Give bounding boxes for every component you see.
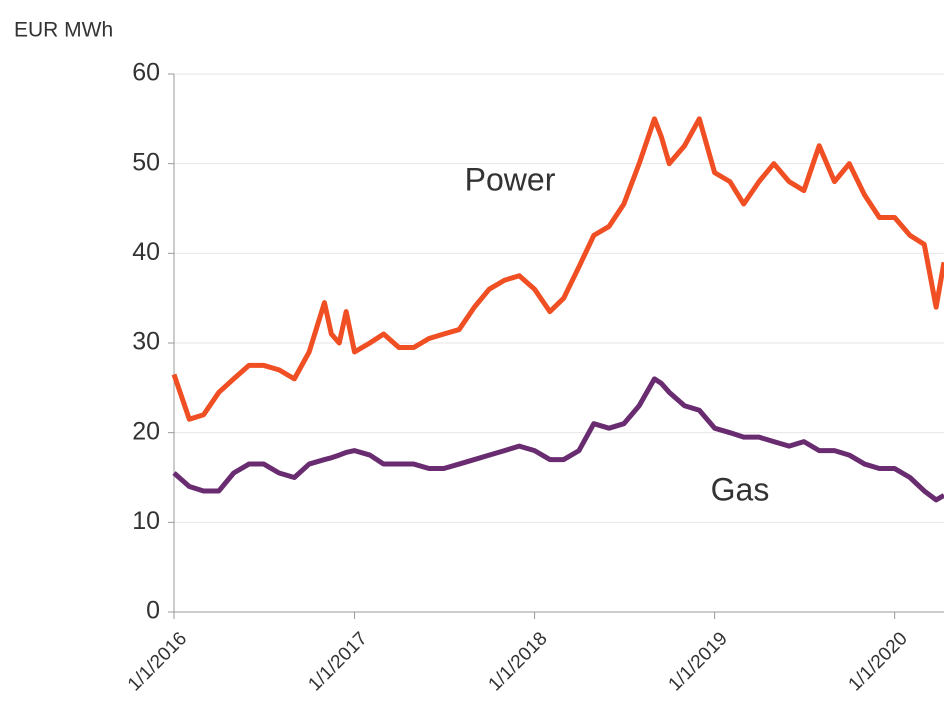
y-tick-label: 60	[132, 59, 160, 87]
annotation: Gas	[711, 471, 770, 507]
y-tick-label: 50	[132, 148, 160, 176]
y-axis-label: EUR MWh	[14, 19, 113, 42]
y-tick-label: 20	[132, 417, 160, 445]
annotation: Power	[465, 161, 556, 197]
x-tick-label: 1/1/2020	[845, 628, 912, 695]
x-tick-label: 1/1/2019	[665, 628, 732, 695]
x-tick-label: 1/1/2016	[124, 628, 191, 695]
line	[172, 376, 944, 503]
y-tick-label: 10	[132, 507, 160, 535]
x-tick-label: 1/1/2018	[485, 628, 552, 695]
y-tick-label: 0	[146, 597, 160, 625]
x-tick-label: 1/1/2017	[304, 628, 371, 695]
line	[171, 116, 944, 422]
y-tick-label: 40	[132, 238, 160, 266]
y-tick-label: 30	[132, 328, 160, 356]
